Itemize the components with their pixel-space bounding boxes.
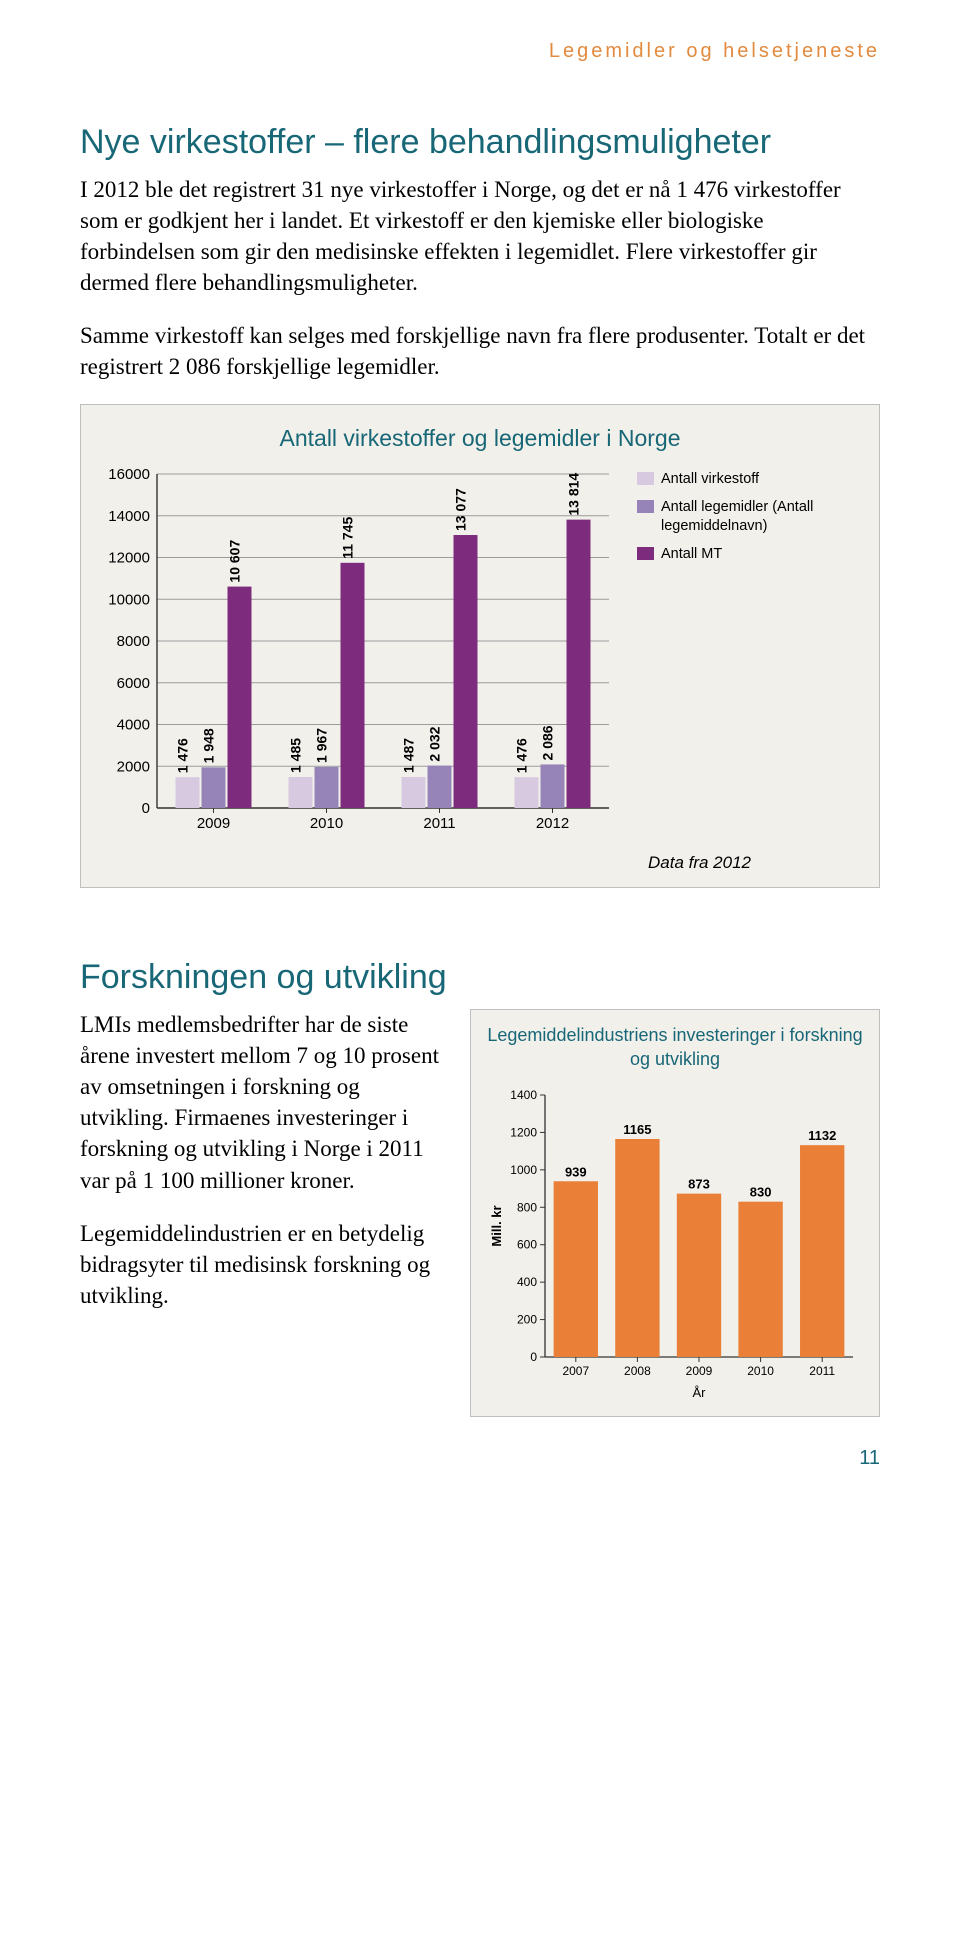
svg-text:4000: 4000 [117, 717, 150, 734]
svg-text:1 485: 1 485 [288, 738, 304, 773]
svg-text:400: 400 [517, 1275, 537, 1289]
chart1-plot: 0 2000 4000 6000 8000 10000 12000 14000 16000 200… [99, 466, 619, 841]
svg-text:1132: 1132 [808, 1128, 836, 1143]
section2-para-1: Legemiddelindustrien er en betydelig bid… [80, 1218, 442, 1311]
svg-text:13 077: 13 077 [453, 488, 469, 531]
svg-text:2 032: 2 032 [427, 727, 443, 762]
chart1-title: Antall virkestoffer og legemidler i Norg… [99, 425, 861, 452]
page-number: 11 [80, 1447, 880, 1470]
svg-text:939: 939 [565, 1164, 587, 1179]
svg-text:14000: 14000 [108, 508, 150, 525]
svg-text:10000: 10000 [108, 592, 150, 609]
svg-text:11 745: 11 745 [340, 517, 356, 559]
chart1-source: Data fra 2012 [99, 853, 861, 873]
chart2-title: Legemiddelindustriens investeringer i fo… [485, 1024, 865, 1071]
svg-text:200: 200 [517, 1313, 537, 1327]
svg-text:600: 600 [517, 1238, 537, 1252]
svg-text:830: 830 [750, 1185, 772, 1200]
svg-text:2 086: 2 086 [540, 725, 556, 760]
section1-para-0: I 2012 ble det registrert 31 nye virkest… [80, 174, 880, 298]
svg-text:2011: 2011 [423, 815, 455, 832]
svg-text:1 487: 1 487 [401, 738, 417, 773]
legend-item: Antall virkestoff [637, 470, 861, 489]
legend-item: Antall legemidler (Antall legemiddelnavn… [637, 498, 861, 536]
svg-text:10 607: 10 607 [227, 540, 243, 583]
svg-text:2007: 2007 [562, 1364, 589, 1378]
section1-title: Nye virkestoffer – flere behandlingsmuli… [80, 123, 880, 162]
legend-item: Antall MT [637, 545, 861, 564]
svg-text:800: 800 [517, 1200, 537, 1214]
section2-title: Forskningen og utvikling [80, 958, 880, 997]
svg-text:1000: 1000 [510, 1163, 537, 1177]
svg-text:2000: 2000 [117, 759, 150, 776]
svg-text:Mill. kr: Mill. kr [489, 1205, 504, 1246]
svg-text:12000: 12000 [108, 550, 150, 567]
svg-text:År: År [693, 1385, 707, 1400]
svg-text:16000: 16000 [108, 466, 150, 483]
svg-text:13 814: 13 814 [566, 473, 582, 516]
svg-text:1 476: 1 476 [175, 738, 191, 773]
chart1-legend: Antall virkestoff Antall legemidler (Anta… [619, 466, 861, 572]
chart2-plot: 0 200 400 600 800 1000 1200 1400 Mill. kr År 939 20… [485, 1081, 865, 1401]
section1-para-1: Samme virkestoff kan selges med forskjel… [80, 320, 880, 382]
svg-text:2011: 2011 [809, 1364, 835, 1378]
svg-text:0: 0 [142, 800, 150, 817]
svg-text:2010: 2010 [310, 815, 343, 832]
svg-text:2008: 2008 [624, 1364, 651, 1378]
svg-text:1 967: 1 967 [314, 728, 330, 763]
svg-text:6000: 6000 [117, 675, 150, 692]
svg-text:2009: 2009 [686, 1364, 713, 1378]
svg-text:1400: 1400 [510, 1088, 537, 1102]
svg-text:8000: 8000 [117, 633, 150, 650]
svg-text:2012: 2012 [536, 815, 569, 832]
section2-para-0: LMIs medlemsbedrifter har de siste årene… [80, 1009, 442, 1195]
page-header: Legemidler og helsetjeneste [80, 40, 880, 63]
chart1-container: Antall virkestoffer og legemidler i Norg… [80, 404, 880, 888]
svg-text:2010: 2010 [747, 1364, 774, 1378]
svg-text:1165: 1165 [623, 1122, 651, 1137]
chart2-container: Legemiddelindustriens investeringer i fo… [470, 1009, 880, 1417]
svg-text:0: 0 [530, 1350, 537, 1364]
svg-text:873: 873 [688, 1177, 710, 1192]
svg-text:1 948: 1 948 [201, 728, 217, 763]
svg-text:1 476: 1 476 [514, 738, 530, 773]
svg-text:2009: 2009 [197, 815, 230, 832]
svg-text:1200: 1200 [510, 1125, 537, 1139]
